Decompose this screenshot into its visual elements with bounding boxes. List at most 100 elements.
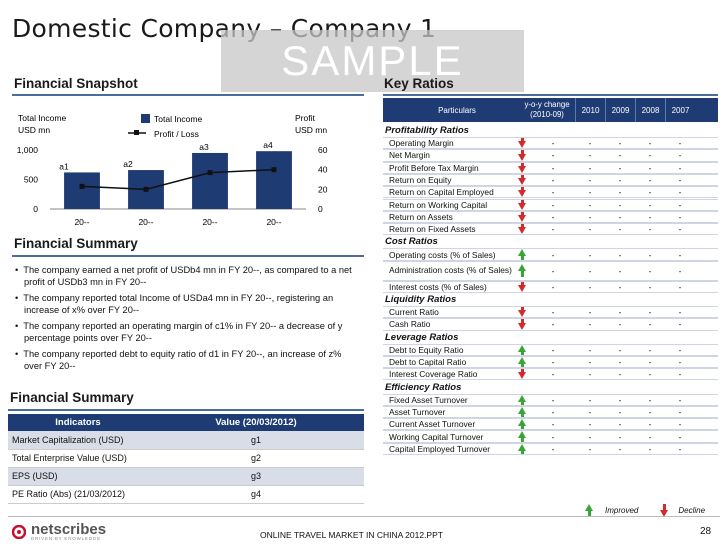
improved-arrow-icon	[513, 431, 531, 442]
year-value: -	[678, 265, 682, 276]
year-value: -	[618, 265, 622, 276]
ratio-row: Operating Margin - - - - -	[383, 137, 718, 150]
year-value: -	[588, 281, 592, 292]
indicators-header: Indicators	[8, 414, 148, 431]
improved-arrow-icon	[513, 356, 531, 368]
year-value: -	[648, 357, 652, 368]
ratio-label: Cash Ratio	[389, 319, 431, 330]
year-value: -	[678, 344, 682, 355]
ratio-label: Return on Equity	[389, 175, 452, 186]
ratio-row: Interest Coverage Ratio - - - - -	[383, 368, 718, 381]
decline-arrow-icon	[513, 319, 531, 330]
table-row: Total Enterprise Value (USD) g2	[8, 449, 364, 468]
year-value: -	[648, 249, 652, 260]
year-value: -	[648, 175, 652, 186]
yoy-change-value: -	[551, 319, 555, 330]
decline-arrow-icon	[513, 187, 531, 198]
ratio-row: Return on Assets - - - - -	[383, 210, 718, 224]
profit-loss-point	[271, 167, 277, 173]
summary-bullet: The company reported total Income of USD…	[14, 292, 362, 316]
right-tick-label: 0	[318, 204, 323, 214]
financial-summary-table: Indicators Value (20/03/2012) Market Cap…	[8, 414, 364, 504]
chart-plot: 1,000 500 0 60 40 20 0 a1 20-- a2 20-- a3 20-- a4 20--	[17, 140, 328, 227]
legend-bar-swatch	[141, 114, 150, 123]
page-number: 28	[700, 526, 712, 537]
bar-data-label: a2	[123, 159, 133, 169]
yoy-change-value: -	[551, 419, 555, 430]
ratio-row: Cash Ratio - - - - -	[383, 318, 718, 331]
year-value: -	[618, 394, 622, 405]
yoy-change-value: -	[551, 443, 555, 454]
profit-loss-point	[207, 170, 213, 176]
sample-watermark: SAMPLE	[221, 30, 524, 92]
year-value: -	[678, 307, 682, 318]
year-value: -	[648, 406, 652, 417]
year-value: -	[588, 431, 592, 442]
ratio-label: Interest costs (% of Sales)	[389, 281, 487, 292]
key-ratios-heading: Key Ratios	[384, 76, 454, 91]
value-cell: g1	[148, 431, 364, 450]
year-value: -	[618, 369, 622, 380]
ratio-row: Return on Capital Employed - - - - -	[383, 186, 718, 199]
legend-total-income: Total Income	[154, 114, 202, 124]
table-row: EPS (USD) g3	[8, 467, 364, 486]
yoy-change-value: -	[551, 138, 555, 149]
year-value: -	[648, 419, 652, 430]
year-value: -	[648, 138, 652, 149]
ratio-row: Working Capital Turnover - - - - -	[383, 430, 718, 443]
ratio-label: Return on Assets	[389, 211, 453, 222]
ratio-row: Current Asset Turnover - - - - -	[383, 418, 718, 431]
value-cell: g4	[148, 485, 364, 504]
profit-loss-point	[79, 183, 85, 189]
yoy-change-value: -	[551, 265, 555, 276]
year-value: -	[648, 319, 652, 330]
left-tick-label: 500	[24, 175, 38, 185]
right-axis-label-2: USD mn	[295, 125, 327, 135]
ratio-label: Operating Margin	[389, 138, 454, 149]
bar-total-income	[192, 152, 228, 209]
financial-chart: Total Income USD mn Profit USD mn Total …	[17, 113, 328, 227]
summary-bullet: The company reported debt to equity rati…	[14, 348, 362, 372]
indicator-cell: EPS (USD)	[8, 467, 148, 486]
financial-summary-bullets: The company earned a net profit of USDb4…	[14, 264, 362, 376]
ratio-label: Asset Turnover	[389, 406, 446, 417]
year-value: -	[678, 224, 682, 235]
year-value: -	[588, 187, 592, 198]
left-axis-label-1: Total Income	[18, 113, 66, 123]
trend-legend: Improved Decline	[585, 504, 705, 517]
yoy-change-value: -	[551, 307, 555, 318]
yoy-change-value: -	[551, 175, 555, 186]
year-value: -	[648, 281, 652, 292]
logo-text: netscribes	[31, 521, 107, 538]
ratio-row: Asset Turnover - - - - -	[383, 405, 718, 419]
year-value: -	[618, 431, 622, 442]
particulars-header: Particulars	[438, 105, 476, 115]
year-value: -	[588, 319, 592, 330]
x-tick-label: 20--	[138, 217, 153, 227]
ratio-label: Debt to Equity Ratio	[389, 344, 464, 355]
improved-arrow-icon	[513, 419, 531, 430]
ratio-row: Return on Equity - - - - -	[383, 173, 718, 187]
year-value: -	[648, 224, 652, 235]
ratio-group-heading: Profitability Ratios	[385, 125, 469, 136]
year-value: -	[588, 138, 592, 149]
ratio-row: Return on Working Capital - - - - -	[383, 198, 718, 211]
decline-label: Decline	[678, 506, 706, 515]
ratio-label: Profit Before Tax Margin	[389, 162, 479, 173]
year-value: -	[678, 175, 682, 186]
decline-arrow-icon	[513, 174, 531, 186]
logo-tagline: DRIVEN BY KNOWLEDGE	[31, 536, 101, 541]
year-value: -	[648, 431, 652, 442]
year-value: -	[678, 369, 682, 380]
improved-label: Improved	[605, 506, 639, 515]
ratio-label: Working Capital Turnover	[389, 431, 484, 442]
year-value: -	[648, 150, 652, 161]
improved-arrow-icon	[513, 262, 531, 280]
bar-total-income	[64, 172, 100, 209]
right-tick-label: 20	[318, 184, 328, 194]
year-value: -	[678, 443, 682, 454]
yoy-change-value: -	[551, 344, 555, 355]
ratio-row: Capital Employed Turnover - - - - -	[383, 442, 718, 455]
yoy-change-value: -	[551, 249, 555, 260]
bar-data-label: a3	[199, 142, 209, 152]
